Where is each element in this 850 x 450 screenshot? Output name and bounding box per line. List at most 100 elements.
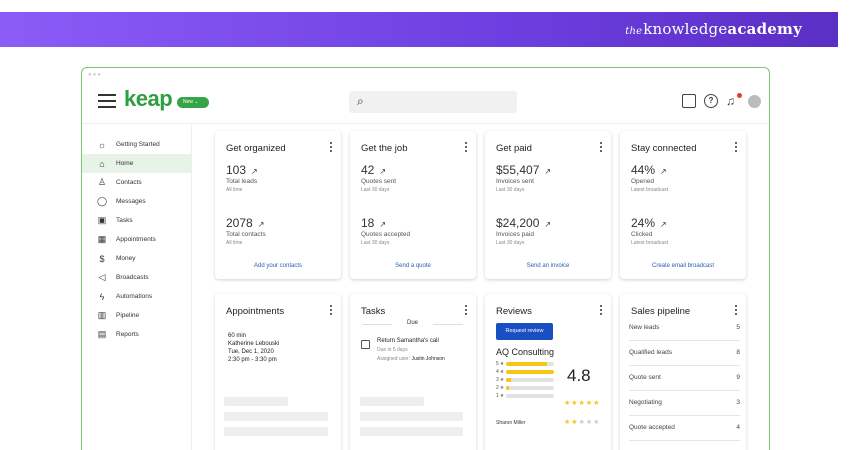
metric-value: 24%	[631, 216, 656, 230]
card-get-the-job: Get the job 42 ↗ Quotes sent Last 30 days…	[350, 131, 476, 279]
rating-label: 3	[496, 377, 499, 383]
sidebar-item-home[interactable]: ⌂ Home	[82, 154, 191, 173]
rating-bar-fill	[506, 378, 512, 382]
person-icon: ♙	[97, 177, 107, 187]
more-icon[interactable]	[330, 305, 332, 317]
chat-icon: ◯	[96, 196, 108, 206]
calculator-icon[interactable]	[682, 94, 696, 108]
sidebar-item-messages[interactable]: ◯ Messages	[82, 192, 191, 211]
keap-logo[interactable]: keap	[124, 86, 173, 111]
task-checkbox[interactable]	[361, 340, 370, 349]
more-icon[interactable]	[735, 142, 737, 154]
rating-row: 5 ★	[496, 361, 555, 367]
task-title[interactable]: Return Samantha's call	[377, 338, 439, 344]
new-button[interactable]: New ⌄	[177, 97, 209, 108]
card-title: Tasks	[361, 306, 386, 317]
top-bar: keap New ⌄ ⌕ ? ♫	[82, 80, 769, 124]
appointment-name: Katherine Lebouski	[228, 341, 280, 347]
rating-label: 1	[496, 393, 499, 399]
home-icon: ⌂	[99, 158, 105, 169]
lightbulb-icon: ☼	[97, 139, 107, 150]
more-icon[interactable]	[600, 305, 602, 317]
metric-total-contacts[interactable]: 2078 ↗ Total contacts All time	[226, 216, 266, 246]
sidebar-item-label: Tasks	[116, 217, 133, 224]
metric-value: 18	[361, 216, 375, 230]
appointment-date: Tue, Dec 1, 2020	[228, 349, 274, 355]
sidebar-item-automations[interactable]: ϟ Automations	[82, 287, 191, 306]
sidebar: ☼ Getting Started ⌂ Home ♙ Contacts ◯ Messages ▣…	[82, 125, 192, 450]
metric-sub: Last 30 days	[496, 240, 525, 246]
request-review-button[interactable]: Request review	[496, 323, 553, 340]
rating-row: 3 ★	[496, 377, 555, 383]
create-broadcast-link[interactable]: Create email broadcast	[651, 263, 715, 269]
assigned-prefix: Assigned user:	[377, 356, 411, 362]
sidebar-item-reports[interactable]: ▤ Reports	[82, 325, 191, 344]
pipeline-stage-name: New leads	[629, 324, 660, 331]
sidebar-item-pipeline[interactable]: ▥ Pipeline	[82, 306, 191, 325]
pipeline-row[interactable]: New leads 5	[629, 316, 740, 341]
metric-total-leads[interactable]: 103 ↗ Total leads All time	[226, 163, 258, 193]
rating-bar	[506, 386, 555, 390]
more-icon[interactable]	[330, 142, 332, 154]
send-invoice-link[interactable]: Send an invoice	[526, 263, 570, 269]
appointment-time: 2:30 pm - 3:30 pm	[228, 357, 277, 363]
sidebar-item-contacts[interactable]: ♙ Contacts	[82, 173, 191, 192]
sidebar-item-appointments[interactable]: ▦ Appointments	[82, 230, 191, 249]
more-icon[interactable]	[600, 142, 602, 154]
sidebar-item-label: Messages	[116, 198, 146, 205]
external-link-icon: ↗	[544, 220, 552, 229]
skeleton-line	[360, 427, 463, 436]
card-appointments: Appointments 60 min Katherine Lebouski T…	[215, 294, 341, 450]
menu-icon[interactable]	[98, 94, 116, 112]
sidebar-item-label: Money	[116, 255, 136, 262]
metric-label: Total leads	[226, 178, 258, 185]
more-icon[interactable]	[465, 142, 467, 154]
pipeline-stage-name: Quote accepted	[629, 424, 675, 431]
appointment-duration: 60 min	[228, 333, 247, 339]
rating-bar	[506, 362, 555, 366]
assigned-user: Justin Johnson	[411, 356, 445, 362]
pipeline-row[interactable]: Quote accepted 4	[629, 416, 740, 441]
sidebar-item-broadcasts[interactable]: ◁ Broadcasts	[82, 268, 191, 287]
brand-the: the	[625, 26, 643, 37]
skeleton-line	[360, 412, 463, 421]
notification-icon[interactable]: ♫	[726, 93, 742, 108]
avatar[interactable]	[748, 94, 761, 108]
metric-label: Quotes accepted	[361, 231, 411, 238]
pipeline-row[interactable]: Qualified leads 8	[629, 341, 740, 366]
sidebar-item-getting-started[interactable]: ☼ Getting Started	[82, 135, 191, 154]
rating-bar-fill	[506, 362, 548, 366]
send-quote-link[interactable]: Send a quote	[395, 263, 431, 269]
card-title: Get paid	[496, 143, 532, 154]
clipboard-icon: ▣	[97, 215, 107, 225]
card-tasks: Tasks Due Return Samantha's call Due in …	[350, 294, 476, 450]
average-stars: ★★★★★	[564, 400, 601, 407]
metric-clicked[interactable]: 24% ↗ Clicked Latest broadcast	[631, 216, 668, 246]
external-link-icon: ↗	[660, 167, 667, 176]
metric-opened[interactable]: 44% ↗ Opened Latest broadcast	[631, 163, 668, 193]
metric-label: Clicked	[631, 231, 653, 238]
external-link-icon: ↗	[544, 167, 552, 176]
metric-invoices-sent[interactable]: $55,407 ↗ Invoices sent Last 30 days	[496, 163, 551, 193]
appointment-item[interactable]: 60 min Katherine Lebouski Tue, Dec 1, 20…	[228, 332, 279, 364]
metric-invoices-paid[interactable]: $24,200 ↗ Invoices paid Last 30 days	[496, 216, 551, 246]
card-get-paid: Get paid $55,407 ↗ Invoices sent Last 30 …	[485, 131, 611, 279]
add-contacts-link[interactable]: Add your contacts	[253, 263, 303, 269]
pipeline-stage-count: 9	[736, 374, 740, 381]
star-icon: ★	[499, 385, 505, 391]
sidebar-item-tasks[interactable]: ▣ Tasks	[82, 211, 191, 230]
metric-quotes-sent[interactable]: 42 ↗ Quotes sent Last 30 days	[361, 163, 396, 193]
card-title: Get organized	[226, 143, 286, 154]
metric-quotes-accepted[interactable]: 18 ↗ Quotes accepted Last 30 days	[361, 216, 410, 246]
metric-value: 2078	[226, 216, 253, 230]
more-icon[interactable]	[735, 305, 737, 317]
pipeline-row[interactable]: Quote sent 9	[629, 366, 740, 391]
sidebar-item-money[interactable]: $ Money	[82, 249, 191, 268]
help-icon[interactable]: ?	[704, 94, 718, 108]
more-icon[interactable]	[465, 305, 467, 317]
sidebar-item-label: Reports	[116, 331, 139, 338]
rating-label: 5	[496, 361, 499, 367]
search-input[interactable]: ⌕	[349, 91, 517, 113]
external-link-icon: ↗	[251, 167, 258, 176]
pipeline-row[interactable]: Negotiating 3	[629, 391, 740, 416]
